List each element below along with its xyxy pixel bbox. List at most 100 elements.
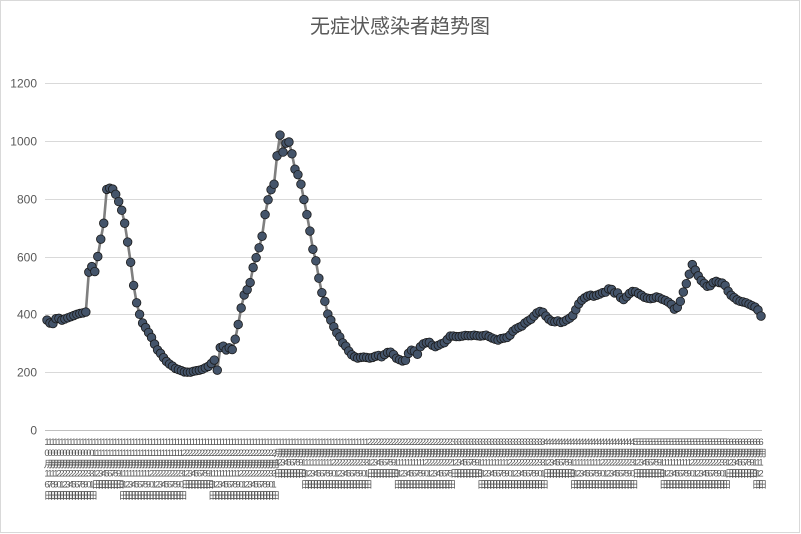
x-tick-label: 1月7日 [289,437,301,478]
x-tick-label: 4月9日 [564,437,576,478]
x-tick-label: 3月24日 [517,437,529,489]
x-tick-label: 5月4日 [639,437,651,478]
x-tick-label: 2月14日 [403,437,415,489]
x-tick-label: 1月19日 [325,437,337,489]
data-point [260,209,270,220]
x-tick-label: 12月15日 [221,437,233,500]
x-tick-label: 6月4日 [732,437,744,478]
data-point [233,319,243,330]
x-tick-label: 2月12日 [397,437,409,489]
x-tick-label: 10月21日 [56,437,68,500]
x-tick-label: 11月22日 [152,437,164,500]
x-tick-label: 4月7日 [558,437,570,478]
x-tick-label: 12月27日 [257,437,269,500]
data-point [299,194,309,205]
x-tick-label: 12月16日 [224,437,236,500]
x-tick-label: 10月18日 [47,437,59,500]
x-tick-label: 11月4日 [98,437,110,489]
x-tick-label: 11月7日 [107,437,119,489]
x-tick-label: 11月10日 [116,437,128,500]
x-tick-label: 2月6日 [379,437,391,478]
x-tick-label: 3月30日 [534,437,546,489]
x-tick-label: 1月4日 [281,437,293,478]
x-tick-label: 3月19日 [502,437,514,489]
data-point [287,149,297,159]
x-tick-label: 3月4日 [457,437,469,478]
x-tick-label: 2月27日 [442,437,454,489]
x-tick-label: 5月28日 [711,437,723,489]
x-tick-label: 4月13日 [576,437,588,489]
y-tick-label: 1000 [10,135,37,149]
x-tick-label: 11月18日 [140,437,152,500]
y-tick-label: 0 [30,424,37,438]
x-tick-label: 5月20日 [687,437,699,489]
x-tick-label: 4月4日 [549,437,561,478]
x-tick-label: 11月19日 [143,437,155,500]
x-tick-label: 11月29日 [173,437,185,500]
x-tick-label: 4月2日 [543,437,555,478]
x-tick-label: 5月13日 [666,437,678,489]
x-tick-label: 10月19日 [50,437,62,500]
x-tick-label: 12月18日 [230,437,242,500]
data-point [99,218,109,228]
x-tick-label: 1月26日 [346,437,358,489]
x-tick-label: 3月7日 [466,437,478,478]
x-tick-label: 11月8日 [110,437,122,489]
x-tick-label: 12月31日 [269,437,281,500]
x-tick-label: 2月25日 [436,437,448,489]
x-tick-label: 5月6日 [645,437,657,478]
x-tick-label: 4月1日 [540,437,552,478]
data-point [278,147,288,157]
x-tick-label: 1月31日 [361,437,373,489]
x-tick-label: 1月24日 [340,437,352,489]
x-tick-label: 10月16日 [42,437,54,500]
x-tick-label: 4月16日 [585,437,597,489]
x-tick-label: 2月23日 [430,437,442,489]
x-tick-label: 3月5日 [460,437,472,478]
x-tick-label: 6月2日 [726,437,738,478]
x-tick-label: 3月15日 [490,437,502,489]
x-tick-label: 11月6日 [104,437,116,489]
x-tick-label: 10月26日 [71,437,83,500]
x-tick-label: 12月2日 [182,437,194,489]
x-tick-label: 2月20日 [421,437,433,489]
x-tick-label: 12月20日 [236,437,248,500]
x-tick-label: 2月2日 [367,437,379,478]
chart-title: 无症状感染者趋势图 [310,15,490,38]
data-point [90,266,100,277]
x-tick-label: 11月25日 [161,437,173,500]
x-tick-label: 11月24日 [158,437,170,500]
x-tick-label: 1月8日 [292,437,304,478]
data-point [93,251,103,262]
x-tick-label: 1月28日 [352,437,364,489]
x-tick-label: 5月24日 [699,437,711,489]
data-point [756,311,766,321]
x-tick-label: 1月27日 [349,437,361,489]
x-tick-label: 2月3日 [370,437,382,478]
x-tick-label: 10月29日 [80,437,92,500]
data-point [302,209,312,220]
y-tick-label: 200 [17,366,37,380]
x-tick-label: 12月7日 [197,437,209,489]
x-tick-label: 12月3日 [185,437,197,489]
x-tick-label: 5月19日 [684,437,696,489]
x-tick-label: 11月17日 [137,437,149,500]
data-point [305,226,315,236]
x-tick-label: 2月28日 [445,437,457,489]
x-tick-label: 3月29日 [531,437,543,489]
x-tick-label: 11月14日 [128,437,140,500]
data-point [119,218,130,228]
x-tick-label: 4月28日 [621,437,633,489]
x-tick-label: 11月20日 [146,437,158,500]
x-tick-label: 10月17日 [44,437,56,500]
x-tick-label: 1月5日 [283,437,295,478]
x-tick-label: 5月14日 [669,437,681,489]
x-tick-label: 5月3日 [636,437,648,478]
x-tick-label: 12月11日 [209,437,221,500]
data-point [122,237,133,247]
x-tick-label: 6月9日 [747,437,759,478]
data-point [314,273,324,283]
x-tick-label: 3月18日 [499,437,511,489]
x-tick-label: 11月16日 [134,437,146,500]
data-point [96,234,106,244]
